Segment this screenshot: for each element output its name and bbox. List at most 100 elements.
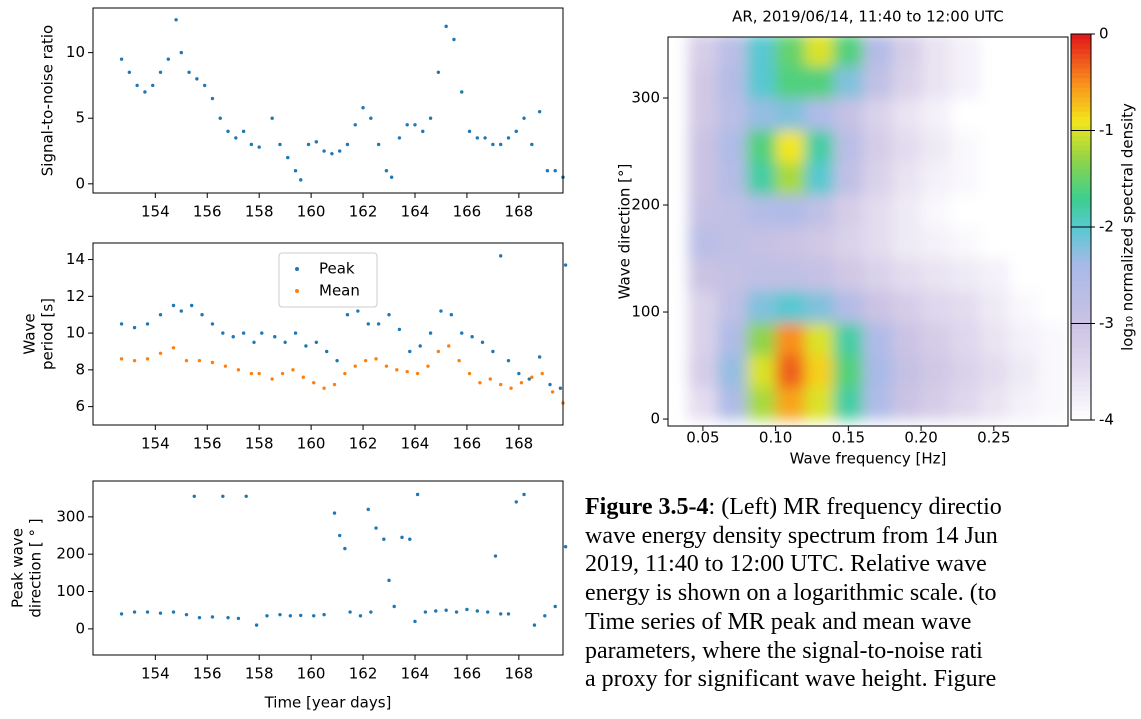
heatmap-cell bbox=[921, 386, 951, 420]
x-tick-label: 0.15 bbox=[832, 429, 865, 447]
heatmap-cell bbox=[862, 65, 893, 99]
y-tick-label: 0 bbox=[75, 174, 85, 192]
colorbar-segment bbox=[1071, 366, 1091, 373]
data-point bbox=[449, 312, 454, 317]
data-point bbox=[454, 610, 459, 614]
data-point bbox=[353, 123, 357, 127]
heatmap-cell bbox=[979, 386, 1009, 420]
heatmap-cell bbox=[746, 354, 777, 388]
data-point bbox=[530, 375, 534, 379]
heatmap-cell bbox=[717, 258, 748, 292]
data-point bbox=[392, 604, 396, 609]
data-point bbox=[382, 537, 386, 541]
heatmap-cell bbox=[804, 354, 835, 388]
data-point bbox=[413, 123, 417, 127]
heatmap-cell bbox=[804, 226, 835, 260]
y-tick-label: 10 bbox=[66, 43, 85, 61]
caption-text: : (Left) MR frequency directio bbox=[708, 494, 1002, 520]
y-tick-label: 100 bbox=[631, 303, 660, 321]
data-point bbox=[221, 494, 225, 499]
data-point bbox=[145, 357, 150, 361]
heatmap-cell bbox=[775, 322, 806, 356]
data-point bbox=[270, 116, 274, 120]
heatmap-cell bbox=[804, 386, 835, 420]
data-point bbox=[158, 312, 163, 317]
x-tick-label: 160 bbox=[297, 435, 326, 453]
y-tick-label: 200 bbox=[631, 196, 660, 214]
data-point bbox=[537, 355, 542, 359]
data-point bbox=[283, 340, 287, 344]
data-point bbox=[145, 610, 150, 614]
heatmap-cell bbox=[775, 258, 806, 292]
data-point bbox=[483, 136, 487, 140]
heatmap-cell bbox=[921, 226, 951, 260]
data-point bbox=[197, 358, 202, 363]
data-point bbox=[553, 604, 557, 609]
heatmap-cell bbox=[717, 226, 748, 260]
colorbar-segment bbox=[1071, 337, 1091, 344]
y-axis-label: Wave bbox=[21, 313, 39, 354]
colorbar-segment bbox=[1071, 101, 1091, 107]
data-point bbox=[278, 142, 282, 147]
colorbar-segment bbox=[1071, 198, 1091, 204]
heatmap-cell bbox=[804, 162, 835, 195]
colorbar-segment bbox=[1071, 38, 1091, 45]
data-point bbox=[550, 390, 555, 394]
x-tick-label: 166 bbox=[453, 203, 482, 221]
colorbar-segment bbox=[1071, 159, 1091, 165]
data-point bbox=[236, 616, 241, 621]
plot-area bbox=[688, 37, 1068, 420]
heatmap-cell bbox=[717, 322, 748, 356]
x-tick-label: 156 bbox=[193, 665, 222, 683]
data-point bbox=[314, 340, 319, 344]
data-point bbox=[548, 382, 552, 387]
colorbar-segment bbox=[1071, 376, 1091, 382]
colorbar-segment bbox=[1071, 135, 1091, 141]
colorbar-segment bbox=[1071, 260, 1091, 267]
colorbar-segment bbox=[1071, 236, 1091, 243]
data-point bbox=[537, 109, 542, 114]
heatmap-cell bbox=[979, 258, 1009, 292]
heatmap-cell bbox=[862, 194, 893, 227]
y-axis-label: period [s] bbox=[39, 298, 57, 370]
heatmap-cell bbox=[862, 386, 893, 420]
data-point bbox=[465, 607, 469, 612]
heatmap-cell bbox=[775, 37, 806, 67]
heatmap-cell bbox=[862, 354, 893, 388]
heatmap-cell bbox=[746, 386, 777, 420]
data-point bbox=[400, 535, 404, 540]
heatmap-cell bbox=[892, 290, 922, 324]
heatmap-cell bbox=[950, 226, 980, 260]
x-tick-label: 166 bbox=[453, 665, 482, 683]
x-tick-label: 154 bbox=[141, 665, 170, 683]
colorbar-segment bbox=[1071, 164, 1091, 170]
y-tick-label: 0 bbox=[650, 410, 660, 428]
colorbar-segment bbox=[1071, 62, 1091, 69]
data-point bbox=[312, 614, 316, 618]
colorbar-segment bbox=[1071, 333, 1091, 339]
data-point bbox=[498, 254, 503, 258]
heatmap-cell bbox=[862, 130, 893, 163]
data-point bbox=[369, 610, 373, 614]
data-point bbox=[361, 106, 365, 110]
data-point bbox=[273, 335, 277, 339]
data-point bbox=[143, 90, 147, 94]
plot-area bbox=[119, 492, 568, 627]
heatmap-cell bbox=[921, 258, 951, 292]
data-point bbox=[184, 612, 189, 617]
colorbar-segment bbox=[1071, 415, 1091, 421]
data-point bbox=[405, 369, 409, 374]
colorbar-segment bbox=[1071, 96, 1091, 103]
data-point bbox=[312, 381, 316, 385]
heatmap-cell bbox=[862, 162, 893, 195]
colorbar-segment bbox=[1071, 270, 1091, 276]
data-point bbox=[423, 610, 428, 614]
heatmap-cell bbox=[950, 65, 980, 99]
data-point bbox=[447, 344, 451, 348]
heatmap-cell bbox=[892, 37, 922, 67]
data-point bbox=[210, 96, 215, 101]
axes-frame bbox=[92, 480, 564, 656]
heatmap-cell bbox=[921, 354, 951, 388]
